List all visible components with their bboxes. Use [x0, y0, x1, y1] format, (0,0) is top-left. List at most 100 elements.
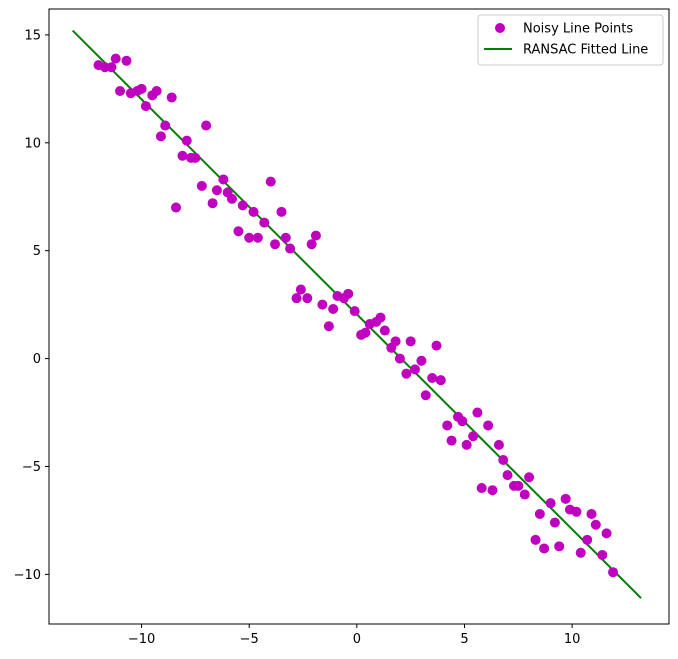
y-tick-label: 10	[24, 136, 41, 151]
data-point	[582, 534, 593, 545]
data-point	[252, 232, 263, 243]
x-tick-label: −10	[128, 632, 155, 647]
data-point	[248, 206, 259, 217]
data-point	[394, 353, 405, 364]
data-point	[560, 493, 571, 504]
plot-frame	[48, 8, 670, 625]
x-axis: −10 −5 0 5 10	[128, 624, 581, 647]
data-point	[211, 185, 222, 196]
data-point	[360, 327, 371, 338]
data-point	[155, 131, 166, 142]
legend-marker-noisy-points	[495, 23, 505, 33]
data-point	[121, 55, 132, 66]
data-point	[442, 420, 453, 431]
data-point	[401, 368, 412, 379]
data-point	[461, 439, 472, 450]
data-point	[280, 232, 291, 243]
data-point	[166, 92, 177, 103]
legend-label-fitted-line: RANSAC Fitted Line	[523, 43, 648, 58]
data-point	[201, 120, 212, 131]
data-point	[181, 135, 192, 146]
data-point	[196, 180, 207, 191]
data-point	[534, 508, 545, 519]
series-layer	[71, 29, 642, 599]
noisy-points-series	[93, 53, 619, 578]
data-point	[291, 293, 302, 304]
legend-box	[477, 14, 664, 66]
data-point	[554, 541, 565, 552]
data-point	[349, 306, 360, 317]
data-point	[177, 150, 188, 161]
y-tick-label: −10	[14, 568, 41, 583]
data-point	[539, 543, 550, 554]
data-point	[328, 303, 339, 314]
data-point	[317, 299, 328, 310]
data-point	[586, 508, 597, 519]
data-point	[608, 567, 619, 578]
data-point	[435, 375, 446, 386]
y-tick-label: 5	[33, 244, 41, 259]
data-point	[409, 364, 420, 375]
data-point	[160, 120, 171, 131]
data-point	[110, 53, 121, 64]
y-tick-label: 15	[24, 28, 41, 43]
legend-label-noisy-points: Noisy Line Points	[523, 22, 633, 37]
data-point	[597, 549, 608, 560]
data-point	[530, 534, 541, 545]
data-point	[265, 176, 276, 187]
data-point	[519, 489, 530, 500]
data-point	[276, 206, 287, 217]
data-point	[106, 62, 117, 73]
legend: Noisy Line Points RANSAC Fitted Line	[477, 14, 664, 66]
data-point	[302, 293, 313, 304]
data-point	[259, 217, 270, 228]
data-point	[549, 517, 560, 528]
data-point	[136, 83, 147, 94]
x-tick-label: −5	[240, 632, 259, 647]
data-point	[575, 547, 586, 558]
data-point	[571, 506, 582, 517]
data-point	[306, 239, 317, 250]
data-point	[468, 431, 479, 442]
data-point	[310, 230, 321, 241]
data-point	[601, 528, 612, 539]
data-point	[218, 174, 229, 185]
data-point	[270, 239, 281, 250]
data-point	[502, 470, 513, 481]
data-point	[343, 288, 354, 299]
data-point	[590, 519, 601, 530]
data-point	[476, 483, 487, 494]
data-point	[487, 485, 498, 496]
data-point	[405, 336, 416, 347]
data-point	[390, 336, 401, 347]
y-tick-label: −5	[22, 460, 41, 475]
x-tick-label: 10	[564, 632, 581, 647]
y-axis: −10 −5 0 5 10 15	[14, 28, 49, 583]
data-point	[323, 321, 334, 332]
data-point	[375, 312, 386, 323]
data-point	[151, 86, 162, 96]
data-point	[237, 200, 248, 211]
data-point	[140, 101, 151, 112]
data-point	[420, 390, 431, 401]
data-point	[190, 152, 201, 163]
y-tick-label: 0	[33, 352, 41, 367]
data-point	[416, 355, 427, 366]
data-point	[446, 435, 457, 446]
data-point	[226, 193, 237, 204]
data-point	[498, 455, 509, 465]
data-point	[457, 416, 468, 427]
data-point	[431, 340, 442, 351]
data-point	[493, 439, 504, 450]
data-point	[427, 373, 438, 383]
x-tick-label: 5	[460, 632, 468, 647]
data-point	[207, 198, 218, 209]
data-point	[295, 284, 306, 295]
data-point	[285, 243, 296, 254]
data-point	[483, 420, 494, 431]
data-point	[233, 226, 244, 237]
data-point	[545, 498, 556, 509]
data-point	[379, 325, 390, 336]
